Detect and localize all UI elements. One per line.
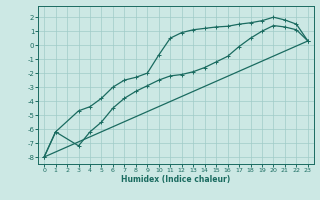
X-axis label: Humidex (Indice chaleur): Humidex (Indice chaleur)	[121, 175, 231, 184]
